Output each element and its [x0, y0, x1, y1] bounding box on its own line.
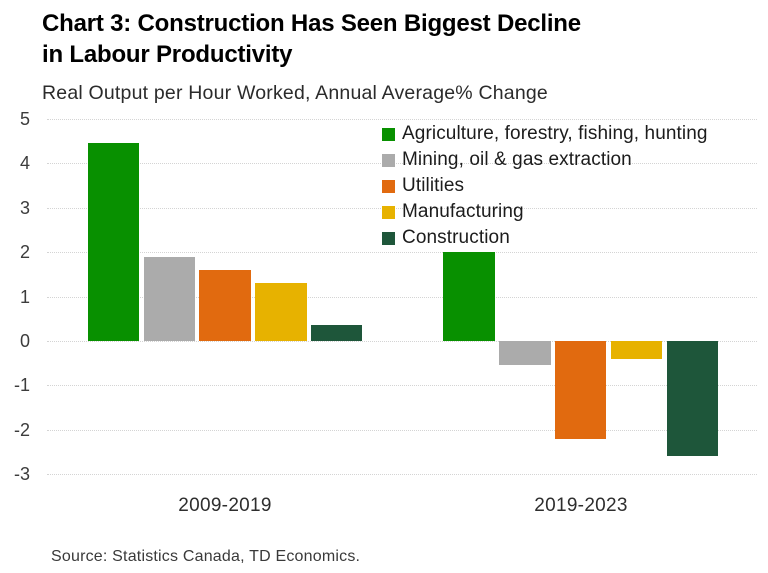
legend-swatch-icon [382, 231, 395, 245]
x-axis-label-2019-2023: 2019-2023 [534, 495, 628, 516]
legend-label: Agriculture, forestry, fishing, hunting [402, 123, 708, 144]
y-tick-label: -2 [13, 419, 30, 440]
gridline [47, 340, 757, 342]
legend-swatch-icon [382, 205, 395, 219]
gridline [47, 163, 757, 165]
y-tick-label: 2 [19, 242, 30, 263]
gridline [47, 385, 757, 387]
legend-swatch-icon [382, 127, 395, 141]
bar-agriculture-2009-2019 [87, 143, 140, 341]
legend-label: Mining, oil & gas extraction [402, 149, 632, 170]
bar-mining-2019-2023 [499, 340, 551, 366]
bar-utilities-2009-2019 [199, 269, 251, 341]
y-tick-label: 1 [19, 286, 30, 307]
y-tick-label: 0 [19, 330, 30, 351]
gridline [47, 296, 757, 298]
y-tick-label: 5 [19, 109, 30, 129]
gridline [47, 252, 757, 254]
plot-area [47, 119, 757, 475]
gridline [47, 119, 757, 120]
legend-label: Manufacturing [402, 201, 524, 222]
legend-item: Agriculture, forestry, fishing, hunting [382, 121, 708, 147]
legend-label: Utilities [402, 175, 465, 196]
y-tick-label: -1 [13, 375, 30, 396]
chart-title: Chart 3: Construction Has Seen Biggest D… [42, 8, 722, 70]
gridline [47, 207, 757, 209]
bar-agriculture-2019-2023 [443, 252, 495, 341]
bar-construction-2009-2019 [310, 325, 363, 341]
legend-label: Construction [402, 227, 510, 248]
legend-item: Manufacturing [382, 199, 708, 225]
bar-construction-2019-2023 [666, 340, 719, 457]
legend-swatch-icon [382, 153, 395, 167]
bar-utilities-2019-2023 [554, 340, 607, 439]
bar-manufacturing-2009-2019 [255, 283, 307, 341]
chart-title-line2: in Labour Productivity [42, 41, 293, 68]
chart-subtitle: Real Output per Hour Worked, Annual Aver… [42, 82, 548, 104]
gridline [47, 474, 757, 475]
gridline [47, 429, 757, 431]
legend-item: Mining, oil & gas extraction [382, 147, 708, 173]
legend: Agriculture, forestry, fishing, hunting … [382, 121, 708, 251]
chart-title-line1: Chart 3: Construction Has Seen Biggest D… [42, 10, 581, 37]
legend-swatch-icon [382, 179, 395, 193]
source-note: Source: Statistics Canada, TD Economics. [51, 548, 361, 565]
y-tick-label: 4 [19, 153, 30, 174]
y-tick-label: -3 [13, 464, 30, 484]
x-axis-label-2009-2019: 2009-2019 [178, 495, 272, 516]
legend-item: Utilities [382, 173, 708, 199]
legend-item: Construction [382, 225, 708, 251]
bar-mining-2009-2019 [143, 256, 196, 341]
bar-manufacturing-2019-2023 [610, 340, 663, 359]
y-tick-label: 3 [19, 197, 30, 218]
